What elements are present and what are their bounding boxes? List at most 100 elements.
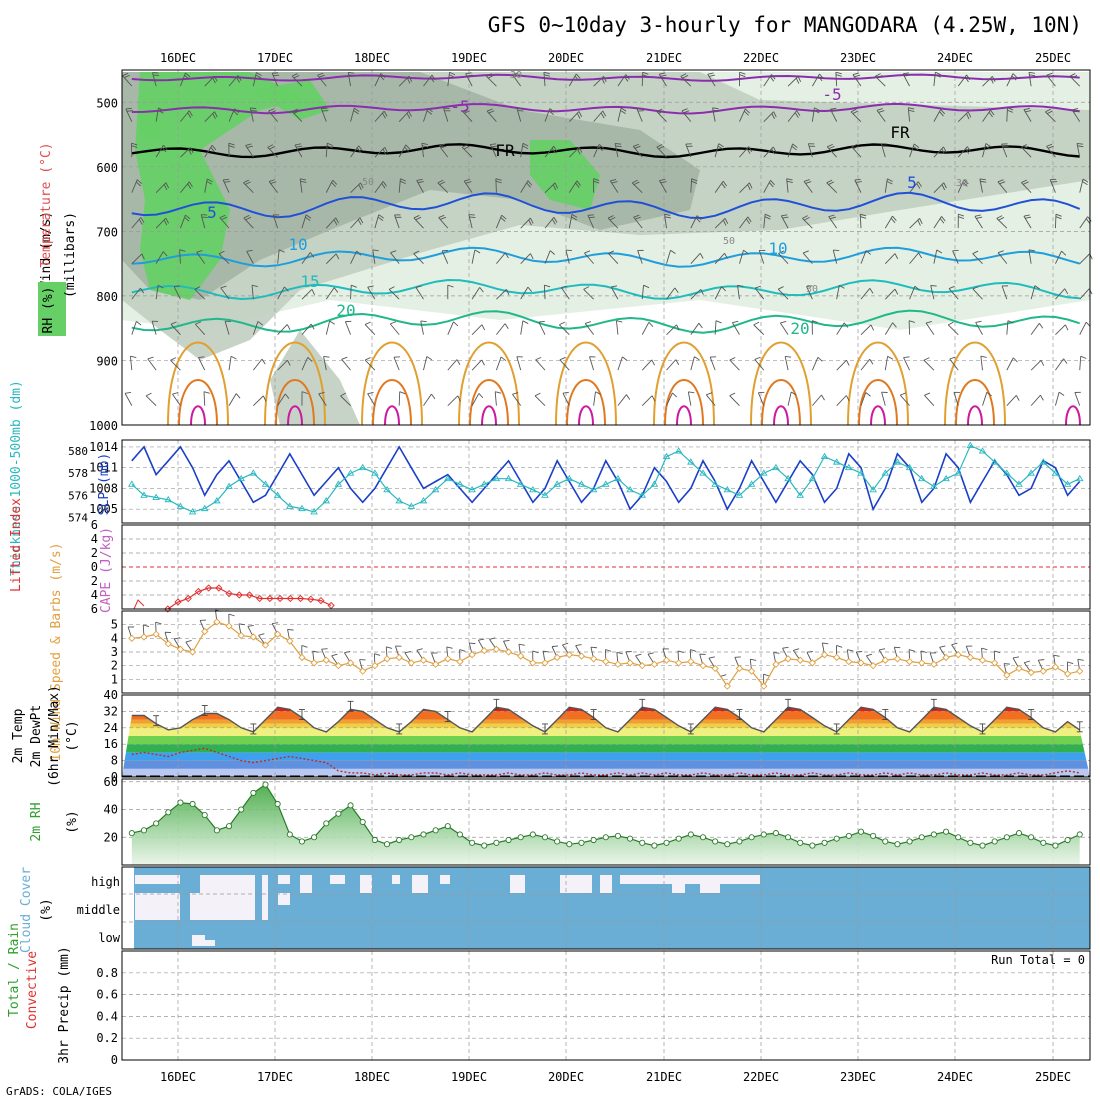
wind-barb-feather: [1082, 181, 1088, 186]
rh-marker: [712, 838, 719, 845]
wind-barb-feather: [415, 216, 422, 221]
wind-barb-feather: [170, 321, 177, 325]
wind-barb-feather: [997, 250, 1004, 254]
lifted-index-marker: [194, 587, 203, 596]
rh-marker: [274, 800, 281, 808]
wind-barb-feather: [465, 72, 472, 75]
wind-barb-feather: [903, 356, 910, 358]
wind-barb: [637, 250, 643, 264]
wind-barb-feather: [930, 285, 937, 287]
wind-barb: [1001, 143, 1008, 158]
thickness-marker: [577, 480, 586, 487]
wind-barb-feather: [364, 321, 371, 325]
wind-barb-feather: [865, 392, 871, 397]
rh-marker: [857, 828, 865, 835]
wind-barb: [632, 146, 643, 158]
wind-barb-feather: [481, 324, 486, 331]
wind-barb: [267, 147, 278, 158]
wind-barb-feather: [817, 356, 823, 362]
wind-barb-feather: [914, 285, 920, 291]
wind-barb-feather: [845, 395, 850, 402]
wind-speed-marker: [249, 633, 257, 641]
wind-speed-marker: [845, 657, 853, 666]
wind-barb-feather: [772, 146, 777, 153]
temp-line: [131, 706, 1081, 733]
wind-barb: [666, 392, 673, 406]
rh-marker: [444, 823, 451, 830]
wind-barb-feather: [943, 182, 947, 189]
wind-barb: [1030, 285, 1036, 300]
wind-barb-feather: [478, 638, 485, 641]
wind-barb-feather: [892, 322, 897, 328]
wind-barb-feather: [245, 216, 252, 221]
wind-barb: [909, 181, 919, 193]
date-tick-bottom: 19DEC: [451, 1070, 487, 1084]
wind-barb: [933, 146, 944, 158]
wind-barb-feather: [360, 182, 364, 189]
isotherm-warm: [469, 379, 509, 426]
wind-barb-feather: [335, 217, 339, 224]
wind-barb: [739, 146, 750, 158]
rh-marker: [797, 839, 804, 846]
thickness-marker: [772, 463, 780, 471]
wind-barb: [763, 74, 772, 87]
wind-barb: [975, 322, 983, 335]
contour-label: 50: [723, 236, 735, 247]
wind-speed-marker: [978, 656, 987, 664]
lifted-index-marker: [327, 601, 335, 610]
wind-speed-marker: [930, 660, 938, 668]
wind-barb-feather: [600, 112, 605, 119]
wind-barb-feather: [597, 146, 603, 152]
thickness-marker: [371, 469, 379, 476]
rh-marker: [663, 839, 670, 846]
wind-tick: 5: [111, 618, 118, 632]
lifted-index-marker: [256, 594, 264, 603]
wind-barb-feather: [1040, 394, 1044, 401]
thickness-marker: [456, 480, 464, 487]
slp-thickness-panel: 1014 1011 1008 1005 580 578 576 574 Thickness 10…: [9, 380, 1091, 576]
wind-barb: [496, 323, 506, 335]
wind-barb-feather: [664, 216, 671, 219]
rh-marker: [627, 835, 634, 842]
wind-barb: [516, 108, 522, 122]
rh-shade: [530, 140, 600, 210]
wind-barb: [495, 356, 502, 371]
wind-barb-feather: [574, 75, 580, 81]
wind-barb-feather: [771, 113, 775, 120]
temp-minmax: [347, 700, 354, 712]
thickness-marker: [796, 491, 805, 498]
wind-barb: [957, 111, 969, 122]
rh-area: [131, 784, 1080, 865]
wind-barb: [884, 322, 893, 335]
wind-barb-feather: [1045, 108, 1051, 113]
wind-barb-feather: [964, 76, 969, 83]
rh-marker: [930, 831, 937, 838]
date-tick-top: 18DEC: [354, 51, 390, 65]
wind-speed-marker: [407, 659, 415, 667]
wind-barb-feather: [522, 320, 529, 324]
lifted-index-marker: [296, 594, 305, 603]
wind-speed-marker: [991, 659, 999, 667]
wind-barb: [374, 214, 380, 229]
wind-barb-feather: [250, 107, 257, 110]
rh-marker: [201, 812, 208, 819]
thickness-marker: [541, 491, 549, 498]
ylabel-temperature: Temperature (°C): [39, 142, 54, 267]
wind-barb-feather: [607, 215, 614, 219]
wind-barb: [179, 249, 181, 264]
wind-barb: [520, 253, 531, 264]
wind-barb-feather: [830, 107, 837, 110]
thickness-marker: [419, 496, 428, 504]
wind-barb: [252, 72, 257, 87]
wind-speed-marker: [322, 656, 330, 664]
wind-barb-feather: [543, 74, 551, 77]
wind-barb-feather: [754, 356, 761, 360]
wind-barb-feather: [1055, 216, 1062, 220]
wind-barb: [389, 323, 400, 335]
wind-barb-feather: [835, 71, 842, 75]
wind-barb-feather: [690, 649, 697, 652]
wind-barb-feather: [257, 321, 263, 326]
isotherm-warm: [858, 379, 898, 426]
wind-barb: [372, 249, 376, 264]
